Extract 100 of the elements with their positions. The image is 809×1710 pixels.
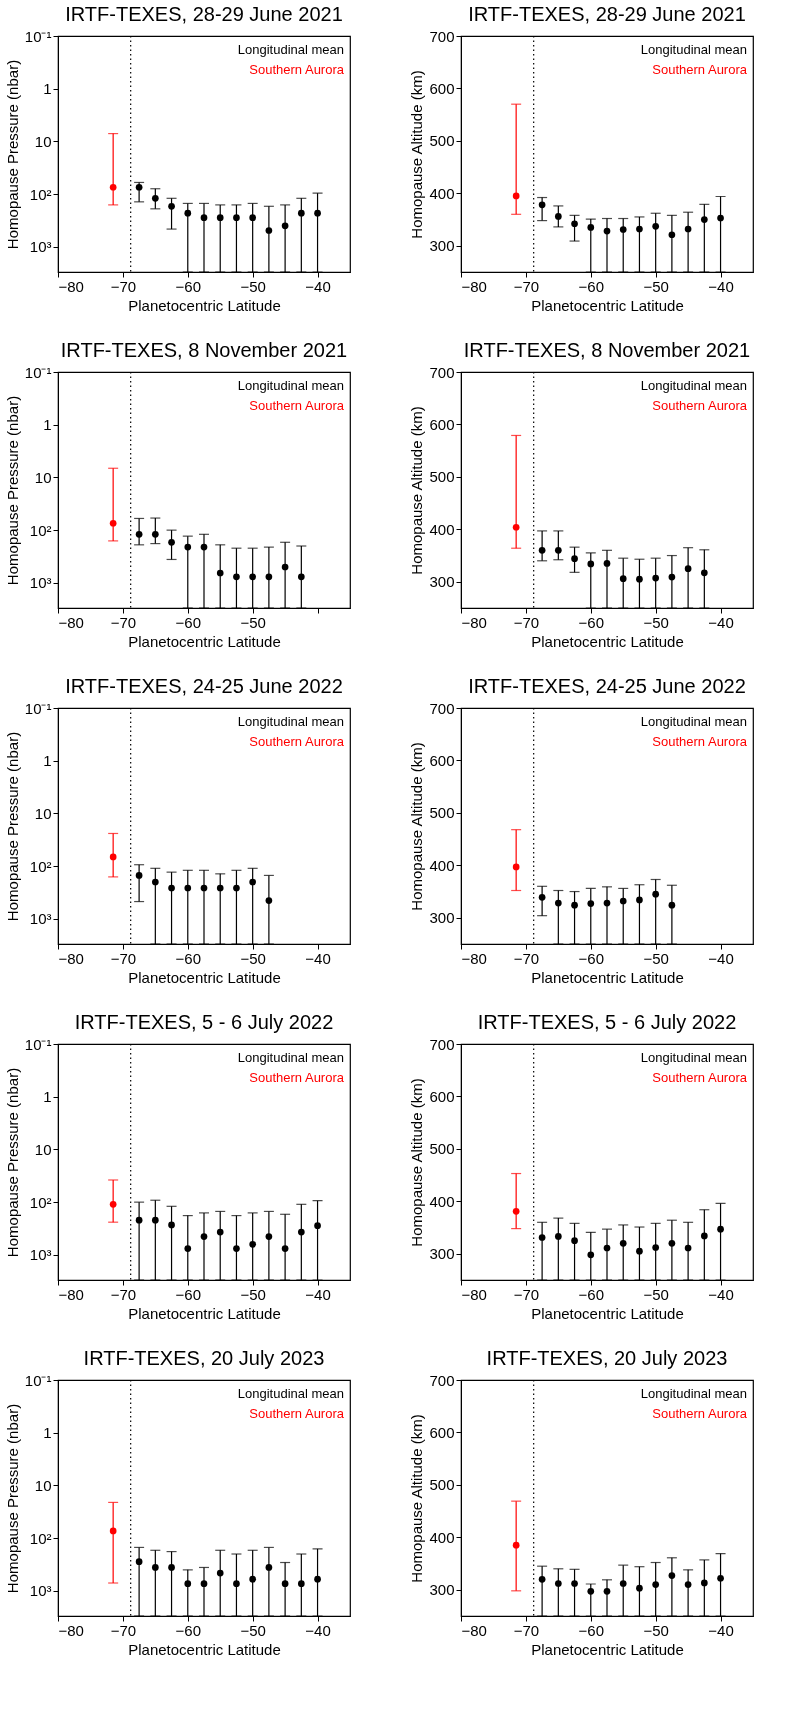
point <box>619 575 627 582</box>
y-tick-label: 500 <box>429 1140 455 1158</box>
y-tick-label: 300 <box>429 573 455 591</box>
x-tick-label: −60 <box>175 1621 201 1639</box>
point <box>109 183 117 191</box>
x-tick-label: −70 <box>110 1285 137 1303</box>
x-tick-label: −40 <box>305 277 331 295</box>
point <box>538 1234 546 1241</box>
y-tick-label: 10² <box>29 1193 52 1211</box>
point <box>135 1216 143 1224</box>
point <box>314 1222 321 1230</box>
x-tick-label: −40 <box>708 1285 734 1303</box>
x-tick-label: −80 <box>58 1621 84 1639</box>
point <box>587 1251 595 1259</box>
point <box>603 227 611 235</box>
point <box>314 209 321 217</box>
point <box>135 183 143 191</box>
text: Southern Aurora <box>652 734 748 749</box>
text: Longitudinal mean <box>237 714 344 729</box>
x-tick-label: −60 <box>175 1285 201 1303</box>
point <box>265 1564 273 1571</box>
y-tick-label: 300 <box>429 237 455 255</box>
y-tick-label: 10 <box>34 1140 52 1158</box>
point <box>554 1580 562 1587</box>
x-tick-label: −60 <box>578 613 604 631</box>
x-axis-title: Planetocentric Latitude <box>531 1304 684 1322</box>
point <box>200 214 208 222</box>
point <box>652 1244 660 1251</box>
y-tick-label: 1 <box>43 1088 52 1106</box>
point <box>684 1244 692 1252</box>
point <box>700 1579 708 1587</box>
y-tick-label: 700 <box>429 699 455 717</box>
text: Southern Aurora <box>652 398 748 413</box>
point <box>619 897 627 905</box>
chart-title: IRTF-TEXES, 8 November 2021 <box>60 339 348 361</box>
point <box>151 1216 159 1224</box>
chart-title: IRTF-TEXES, 24-25 June 2022 <box>468 675 746 697</box>
y-tick-label: 10² <box>29 521 52 539</box>
point <box>265 227 273 234</box>
point <box>512 523 520 531</box>
point <box>168 202 175 210</box>
point <box>668 573 676 581</box>
text: Longitudinal mean <box>237 1386 344 1401</box>
x-tick-label: −50 <box>240 1285 266 1303</box>
point <box>571 555 578 563</box>
y-tick-label: 1 <box>43 752 52 770</box>
point <box>233 884 240 892</box>
x-tick-label: −70 <box>110 949 137 967</box>
y-tick-label: 10³ <box>29 238 52 256</box>
point <box>636 1584 643 1592</box>
x-tick-label: −80 <box>58 949 84 967</box>
point <box>684 565 692 573</box>
x-tick-label: −70 <box>513 949 540 967</box>
y-tick-label: 10² <box>29 1529 52 1547</box>
y-tick-label: 700 <box>429 27 455 45</box>
x-tick-label: −80 <box>461 277 487 295</box>
text: Longitudinal mean <box>640 42 747 57</box>
x-tick-label: −80 <box>58 1285 84 1303</box>
text: Longitudinal mean <box>237 42 344 57</box>
x-tick-label: −50 <box>643 949 669 967</box>
point <box>168 1564 175 1571</box>
point <box>135 872 143 879</box>
x-tick-label: −80 <box>58 613 84 631</box>
y-tick-label: 1 <box>43 1424 52 1442</box>
x-tick-label: −50 <box>643 277 669 295</box>
point <box>109 1200 117 1208</box>
chart-title: IRTF-TEXES, 20 July 2023 <box>486 1347 728 1369</box>
x-tick-label: −70 <box>513 277 540 295</box>
point <box>668 901 676 909</box>
point <box>587 1588 595 1595</box>
y-axis-title: Homopause Altitude (km) <box>408 1414 426 1583</box>
y-tick-label: 400 <box>429 520 455 538</box>
y-tick-label: 10³ <box>29 574 52 592</box>
y-tick-label: 10⁻¹ <box>24 363 52 381</box>
x-axis-title: Planetocentric Latitude <box>531 296 684 314</box>
point <box>571 1580 578 1587</box>
x-tick-label: −70 <box>513 613 540 631</box>
chart-title: IRTF-TEXES, 5 - 6 July 2022 <box>74 1011 334 1033</box>
chart-title: IRTF-TEXES, 20 July 2023 <box>83 1347 325 1369</box>
x-tick-label: −70 <box>110 1621 137 1639</box>
point <box>603 560 611 567</box>
point <box>512 192 520 200</box>
x-tick-label: −80 <box>461 613 487 631</box>
x-tick-label: −80 <box>461 949 487 967</box>
y-tick-label: 10⁻¹ <box>24 1371 52 1389</box>
point <box>200 1580 208 1587</box>
point <box>538 893 546 901</box>
point <box>184 1245 192 1252</box>
y-tick-label: 10⁻¹ <box>24 27 52 45</box>
y-axis-title: Homopause Altitude (km) <box>408 70 426 239</box>
text: Southern Aurora <box>652 1406 748 1421</box>
x-axis-title: Planetocentric Latitude <box>128 296 281 314</box>
x-tick-label: −80 <box>461 1621 487 1639</box>
text: Southern Aurora <box>249 398 345 413</box>
point <box>636 1247 643 1255</box>
point <box>249 1240 257 1248</box>
text: Longitudinal mean <box>640 378 747 393</box>
point <box>717 214 724 222</box>
point <box>216 1569 224 1577</box>
point <box>587 224 595 231</box>
